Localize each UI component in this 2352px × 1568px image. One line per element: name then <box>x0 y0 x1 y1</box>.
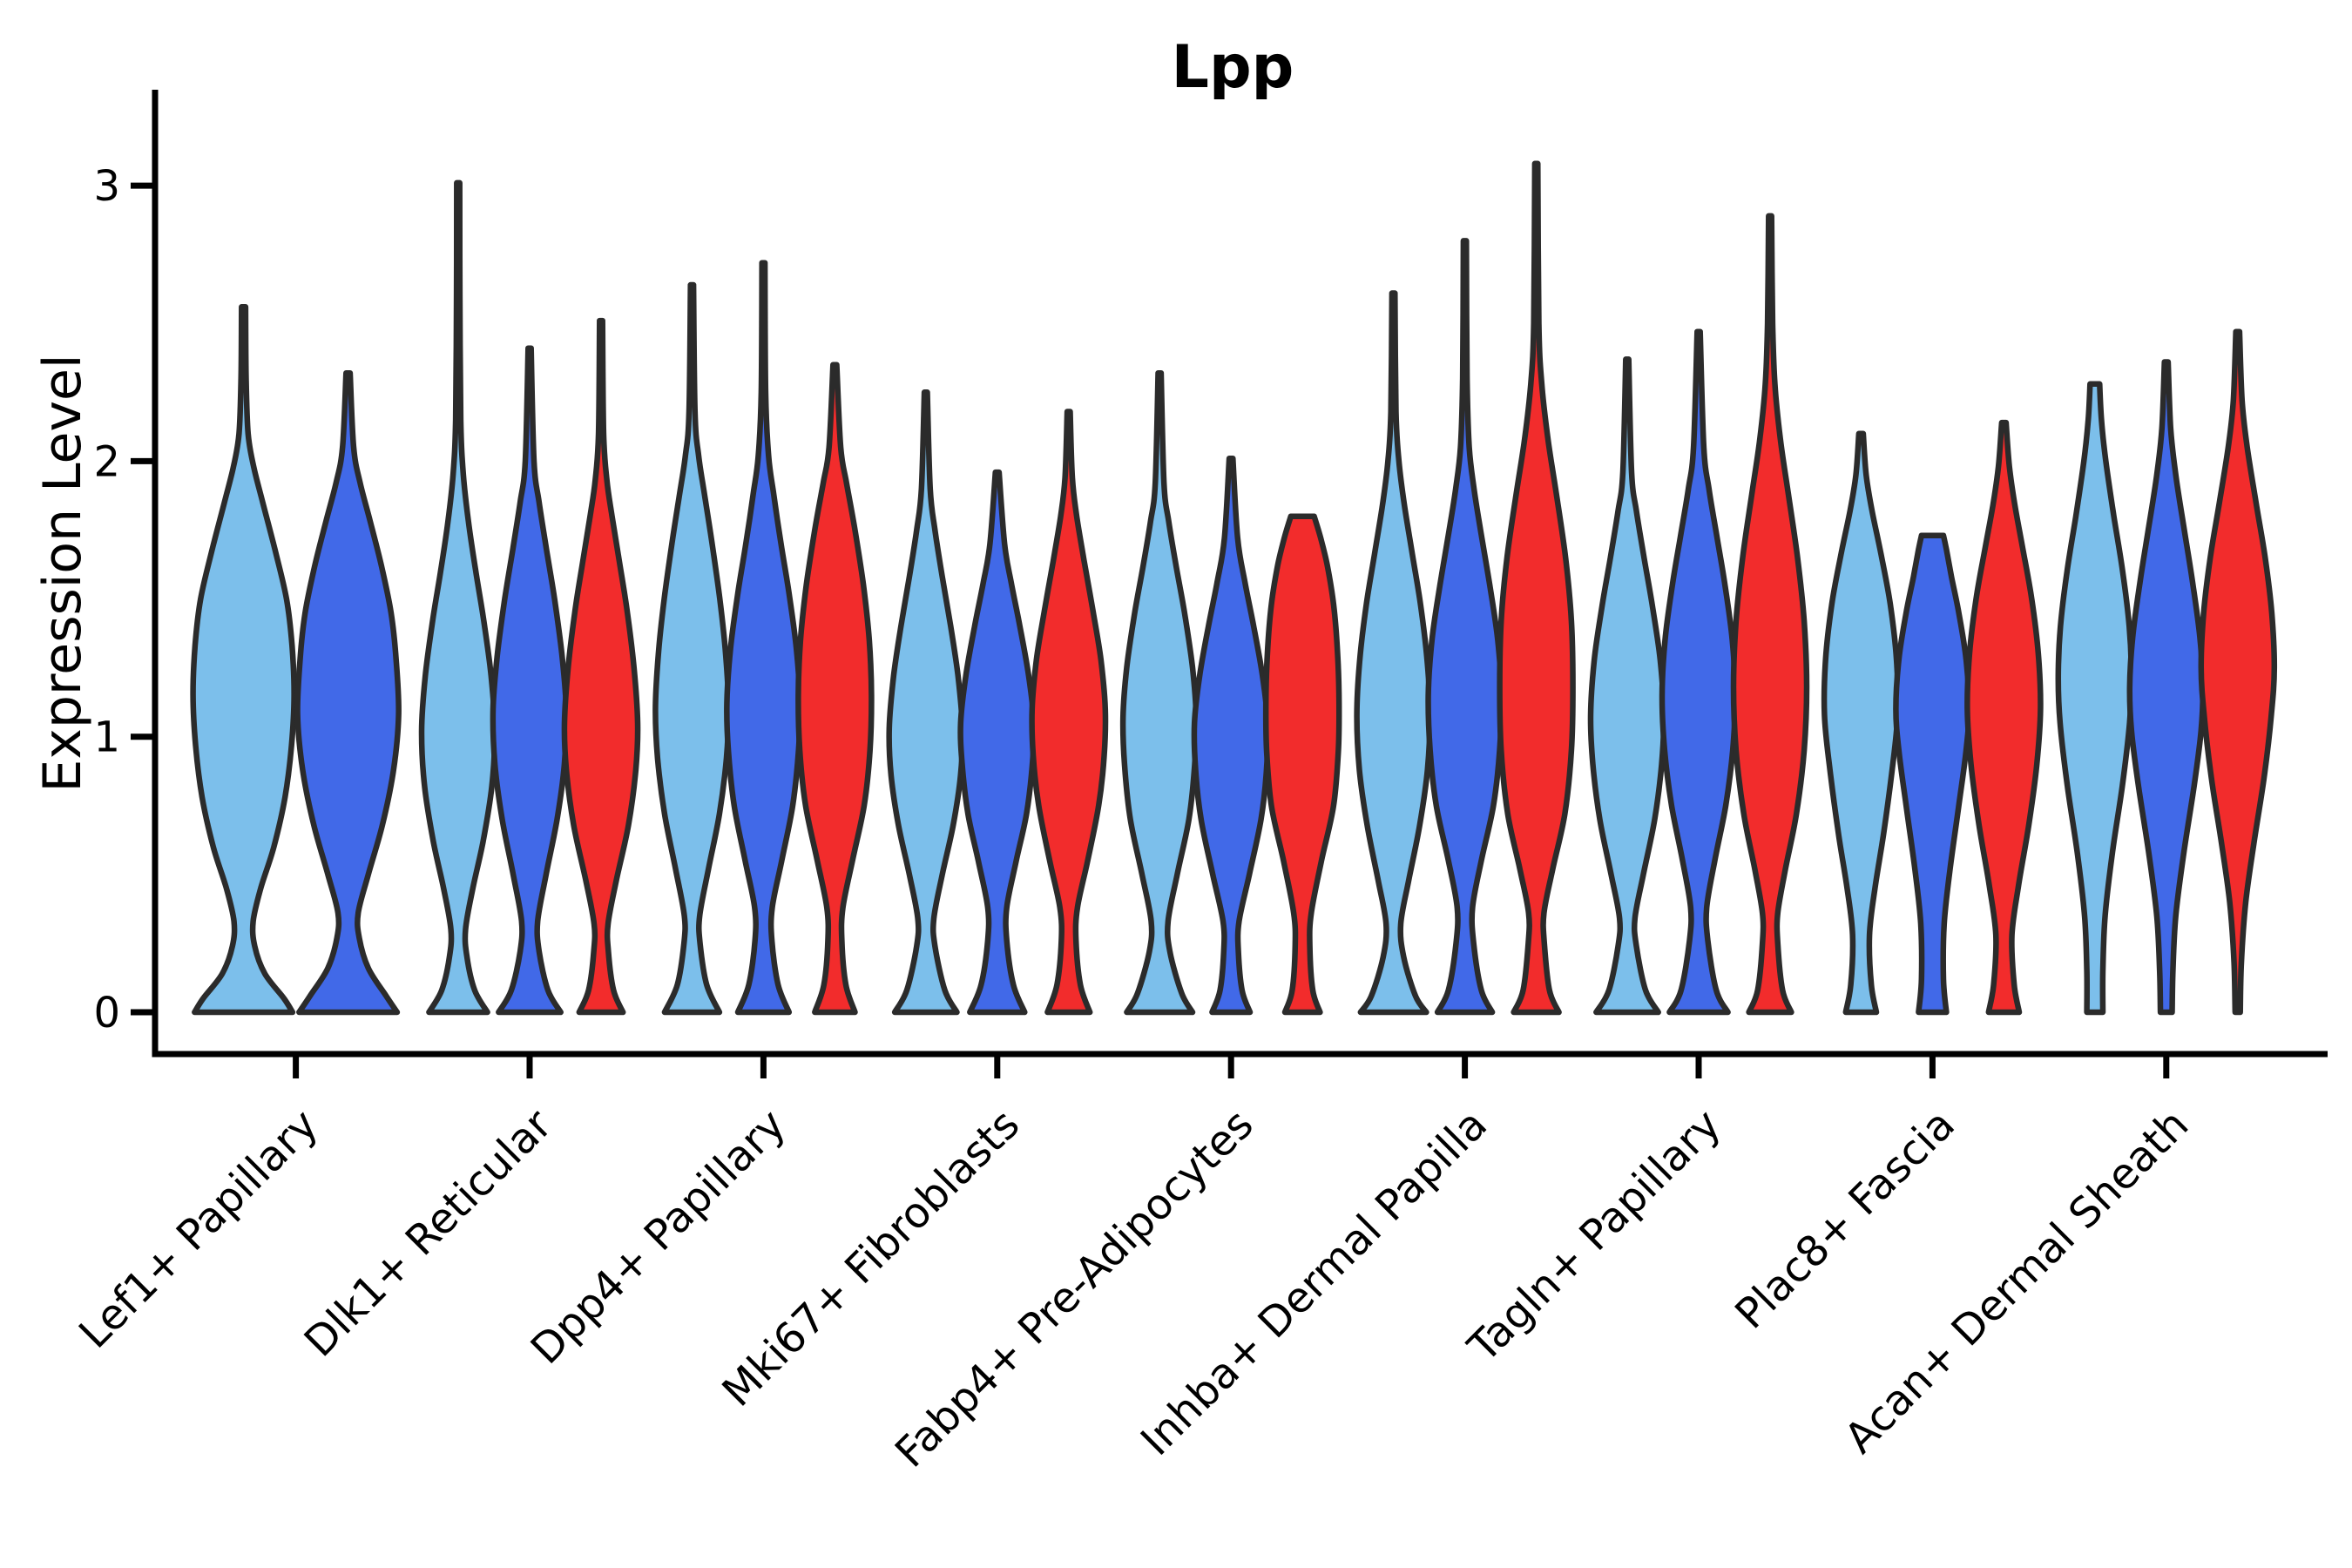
y-tick-label: 3 <box>93 162 120 211</box>
violin-tagln-papillary-group-3 <box>1730 213 1810 1016</box>
violin-fabp4-pre-adipocytes-group-1 <box>1119 369 1200 1016</box>
violin-inhba-dermal-papilla-group-2 <box>1425 238 1504 1016</box>
violin-fabp4-pre-adipocytes-group-2 <box>1191 455 1271 1016</box>
violin-inhba-dermal-papilla-group-1 <box>1354 290 1433 1016</box>
violin-inhba-dermal-papilla-group-3 <box>1497 160 1576 1016</box>
violin-acan-dermal-sheath-group-2 <box>2126 359 2207 1016</box>
violin-plac8-fascia-group-3 <box>1964 419 2044 1016</box>
y-axis-label: Expression Level <box>32 354 93 792</box>
violin-tagln-papillary-group-2 <box>1659 328 1739 1016</box>
y-tick-label: 2 <box>93 437 120 486</box>
violin-lef1-papillary-group-2 <box>294 369 402 1016</box>
violin-tagln-papillary-group-1 <box>1587 356 1667 1016</box>
violin-dpp4-papillary-group-1 <box>652 281 732 1016</box>
violins-layer <box>190 160 2278 1016</box>
violin-dlk1-reticular-group-2 <box>490 345 570 1016</box>
chart-title: Lpp <box>1172 33 1294 102</box>
violin-mki67-fibroblasts-group-2 <box>957 469 1037 1016</box>
y-tick-label: 0 <box>93 989 120 1037</box>
violin-plac8-fascia-group-2 <box>1893 532 1972 1016</box>
violin-dpp4-papillary-group-3 <box>795 362 875 1016</box>
violin-mki67-fibroblasts-group-1 <box>886 389 966 1016</box>
violin-dlk1-reticular-group-1 <box>418 179 498 1016</box>
violin-acan-dermal-sheath-group-3 <box>2198 328 2278 1016</box>
violin-mki67-fibroblasts-group-3 <box>1029 409 1109 1016</box>
violin-dlk1-reticular-group-3 <box>561 317 641 1016</box>
violin-fabp4-pre-adipocytes-group-3 <box>1262 513 1342 1016</box>
violin-lef1-papillary-group-1 <box>190 304 297 1016</box>
violin-plac8-fascia-group-1 <box>1821 430 1901 1016</box>
violin-acan-dermal-sheath-group-1 <box>2055 381 2135 1016</box>
violin-dpp4-papillary-group-2 <box>724 260 803 1016</box>
y-tick-label: 1 <box>93 713 120 762</box>
